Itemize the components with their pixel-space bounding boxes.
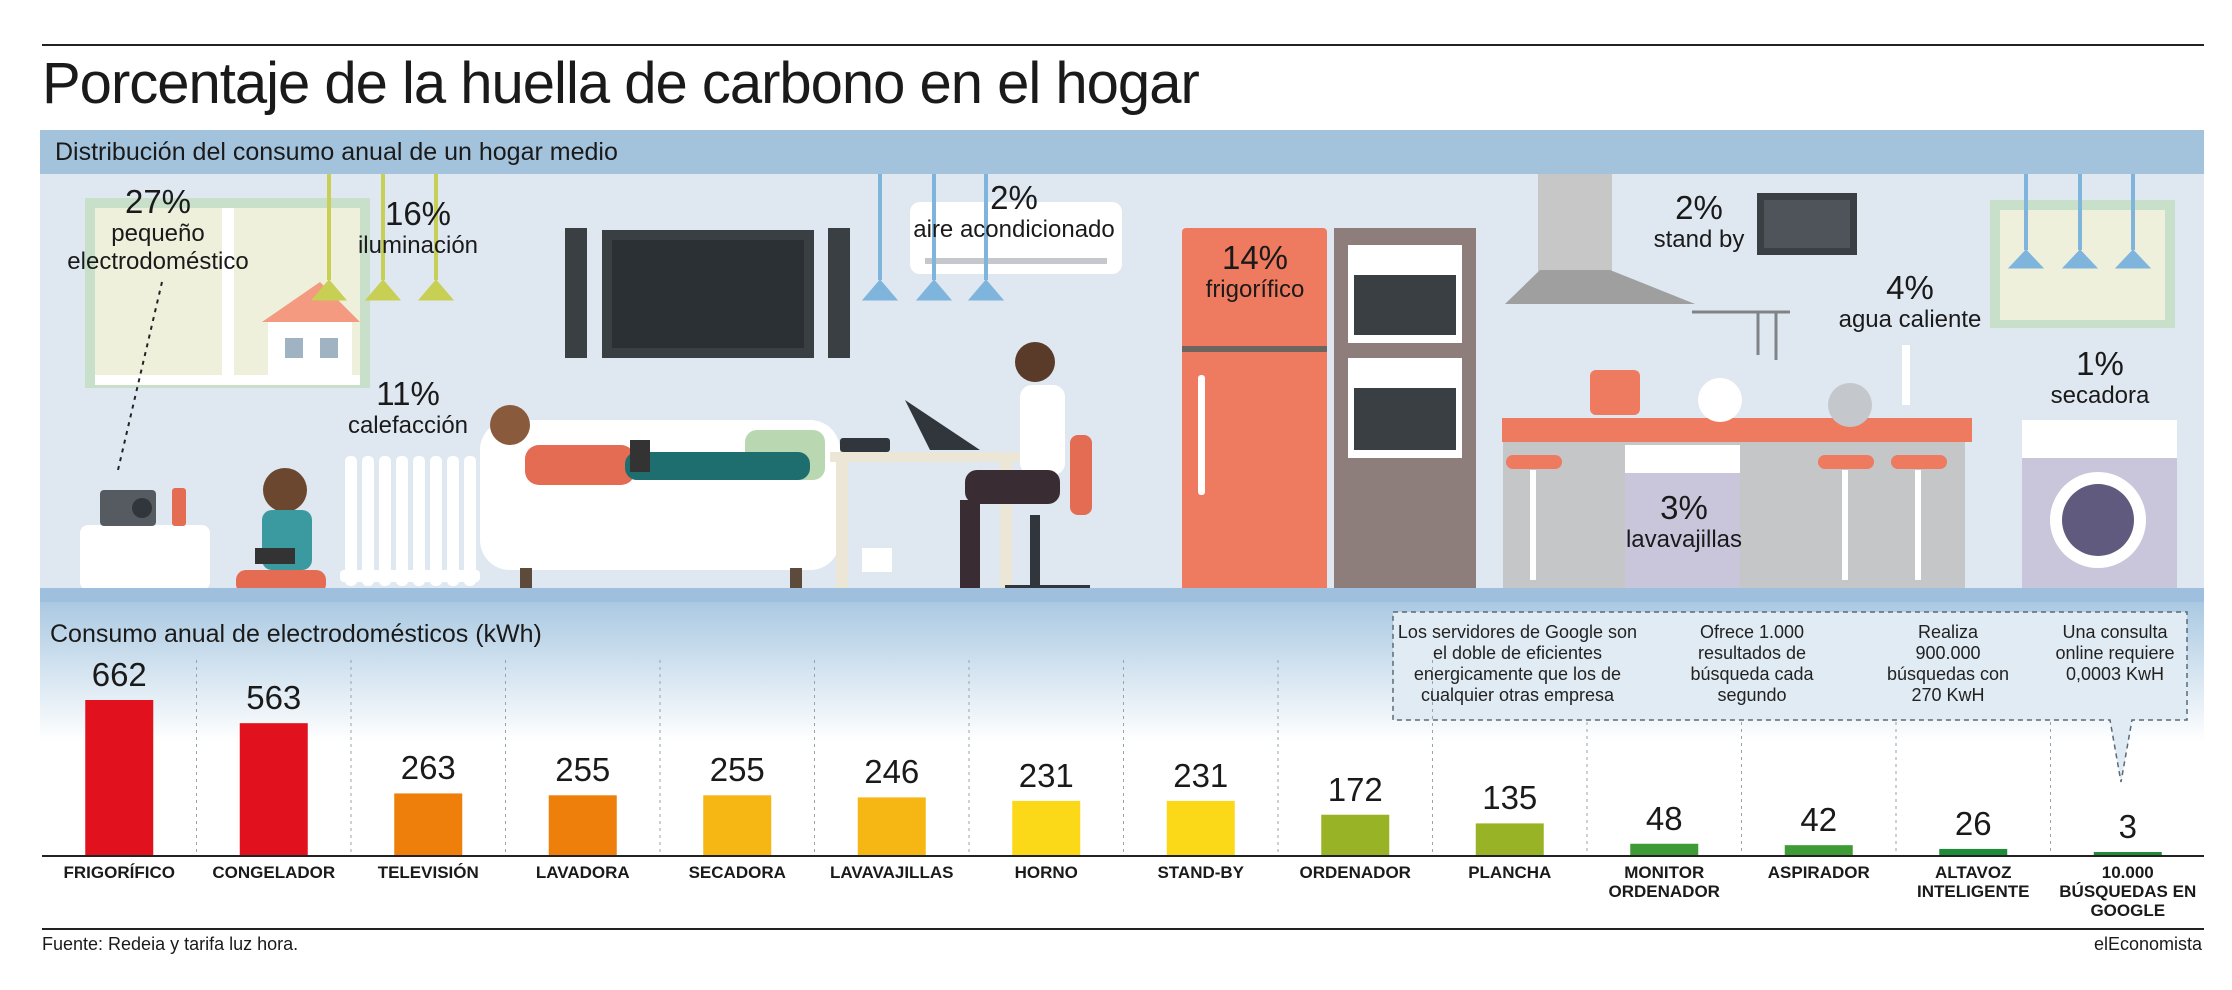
- category-label: CONGELADOR: [212, 863, 336, 882]
- label-lighting: 16% iluminación: [357, 195, 479, 260]
- category-label: ASPIRADOR: [1767, 863, 1870, 882]
- standby-screen-icon: [1757, 193, 1857, 255]
- bar-value-label: 231: [1018, 756, 1074, 794]
- bar-value-label: 255: [555, 751, 611, 789]
- bar-10: [1630, 843, 1699, 855]
- utensils-icon: [1692, 310, 1790, 360]
- note-google-servers: Los servidores de Google son el doble de…: [1397, 622, 1638, 705]
- google-callout-box: [1392, 611, 2188, 783]
- fridge-icon: [1182, 228, 1327, 596]
- bar-value-label: 42: [1800, 801, 1838, 839]
- category-label: ALTAVOZ INTELIGENTE: [1917, 863, 2030, 901]
- category-label: FRIGORÍFICO: [63, 863, 175, 882]
- bar-9: [1475, 823, 1544, 855]
- bar-11: [1784, 845, 1853, 855]
- bars: [85, 700, 2162, 855]
- bar-value-label: 231: [1173, 756, 1229, 794]
- category-label: MONITOR ORDENADOR: [1608, 863, 1720, 901]
- bar-value-label: 26: [1954, 804, 1992, 842]
- bar-7: [1166, 800, 1235, 855]
- bar-3: [548, 795, 617, 855]
- category-label: HORNO: [1014, 863, 1078, 882]
- category-label: LAVADORA: [535, 863, 630, 882]
- television-icon: [565, 228, 850, 358]
- bar-value-label: 3: [2118, 808, 2137, 845]
- bar-value-label: 255: [709, 751, 765, 789]
- column-separators: [196, 660, 2051, 855]
- bar-value-label: 563: [246, 679, 302, 717]
- bar-value-label: 662: [91, 656, 147, 693]
- category-label: PLANCHA: [1468, 863, 1552, 882]
- floor: [40, 588, 2204, 602]
- label-air-conditioning: 2% aire acondicionado: [913, 179, 1115, 244]
- woman-with-laptop-icon: [905, 342, 1092, 591]
- oven-tower-icon: [1334, 228, 1476, 596]
- bar-1: [239, 723, 308, 855]
- bar-5: [857, 797, 926, 855]
- label-standby: 2% stand by: [1653, 189, 1745, 254]
- category-label: TELEVISIÓN: [377, 863, 479, 882]
- kitchen-hood-icon: [1505, 174, 1695, 304]
- note-query-energy: Una consulta online requiere 0,0003 KwH: [2055, 622, 2175, 684]
- bar-8: [1321, 814, 1390, 855]
- bar-2: [394, 793, 463, 855]
- bar-4: [703, 795, 772, 855]
- bar-value-label: 172: [1327, 770, 1383, 808]
- category-label: LAVAVAJILLAS: [830, 863, 954, 882]
- bar-value-label: 48: [1645, 799, 1683, 837]
- category-label: 10.000 BÚSQUEDAS EN GOOGLE: [2059, 863, 2197, 920]
- label-fridge: 14% frigorífico: [1205, 239, 1305, 304]
- page-title: Porcentaje de la huella de carbono en el…: [42, 51, 1200, 116]
- ceiling-lamps-right-icon: [2007, 174, 2152, 269]
- stools-icon: [1506, 455, 1947, 580]
- label-small-appliance: 27% pequeño electrodoméstico: [67, 183, 249, 276]
- ceiling-lamps-left-icon: [310, 174, 455, 301]
- air-conditioner-icon: [910, 202, 1122, 274]
- category-label: ORDENADOR: [1299, 863, 1411, 882]
- home-illustration: [80, 174, 2177, 600]
- bar-0: [85, 700, 154, 855]
- dryer-icon: [2022, 420, 2177, 595]
- subtitle-band: [40, 130, 2204, 174]
- category-label: SECADORA: [688, 863, 786, 882]
- label-hot-water: 4% agua caliente: [1838, 269, 1982, 334]
- bar-6: [1012, 800, 1081, 855]
- ceiling-lamps-mid-icon: [861, 174, 1005, 301]
- radiator-icon: [340, 456, 480, 586]
- note-results-per-second: Ofrece 1.000 resultados de búsqueda cada…: [1690, 622, 1814, 705]
- top-rule: [42, 44, 2204, 46]
- category-label: STAND-BY: [1157, 863, 1245, 882]
- bar-value-label: 263: [400, 749, 456, 787]
- person-on-sofa-icon: [490, 405, 810, 485]
- bar-value-label: 135: [1482, 779, 1538, 817]
- subtitle: Distribución del consumo anual de un hog…: [55, 138, 618, 166]
- label-heating: 11% calefacción: [347, 375, 469, 440]
- label-dishwasher: 3% lavavajillas: [1625, 489, 1743, 554]
- kitchen-counter-icon: [1502, 345, 1972, 596]
- note-searches-kwh: Realiza 900.000 búsquedas con 270 KwH: [1886, 622, 2010, 705]
- source-note: Fuente: Redeia y tarifa luz hora.: [42, 934, 299, 954]
- chart-title: Consumo anual de electrodomésticos (kWh): [50, 620, 542, 648]
- label-dryer: 1% secadora: [2050, 345, 2150, 410]
- window-left-icon: [85, 198, 370, 388]
- bar-12: [1939, 848, 2008, 855]
- bar-value-label: 246: [864, 753, 920, 791]
- bottom-rule: [42, 928, 2204, 930]
- bar-13: [2093, 852, 2162, 855]
- child-icon: [236, 468, 326, 594]
- brand-logo: elEconomista: [2093, 934, 2202, 954]
